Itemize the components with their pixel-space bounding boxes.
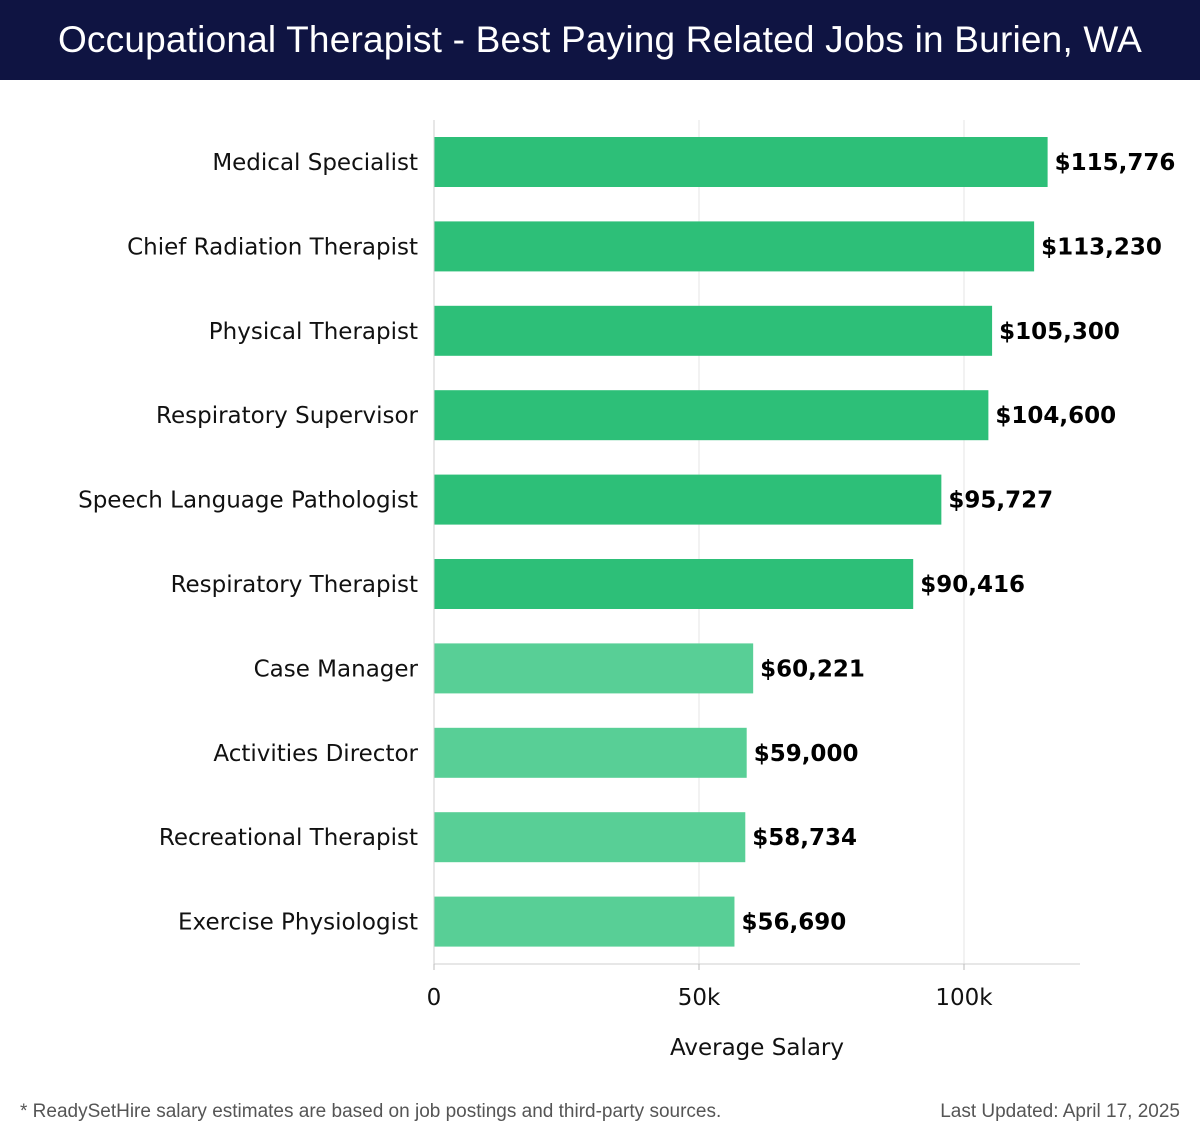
value-label-4: $95,727 [948, 488, 1053, 514]
category-label-2: Physical Therapist [209, 319, 418, 345]
x-tick-label-1: 50k [678, 985, 721, 1011]
category-label-9: Exercise Physiologist [178, 910, 418, 936]
category-label-6: Case Manager [254, 656, 419, 682]
bar-2 [434, 305, 993, 356]
category-label-3: Respiratory Supervisor [156, 403, 419, 429]
category-label-4: Speech Language Pathologist [78, 488, 418, 514]
bar-3 [434, 390, 989, 441]
category-label-1: Chief Radiation Therapist [127, 234, 418, 260]
value-label-9: $56,690 [741, 910, 846, 936]
value-label-8: $58,734 [752, 825, 857, 851]
salary-bar-chart: Medical Specialist $115,776 Chief Radiatio… [78, 120, 1176, 1061]
bar-5 [434, 559, 914, 609]
footnote: * ReadySetHire salary estimates are base… [20, 1101, 722, 1122]
category-label-0: Medical Specialist [212, 150, 418, 176]
value-label-6: $60,221 [760, 656, 865, 682]
x-tick-label-2: 100k [935, 985, 993, 1011]
chart-title: Occupational Therapist - Best Paying Rel… [57, 19, 1143, 60]
bar-7 [434, 727, 747, 778]
bar-1 [434, 221, 1035, 272]
value-label-2: $105,300 [999, 319, 1120, 345]
category-label-7: Activities Director [213, 741, 418, 767]
x-tick-label-0: 0 [427, 985, 442, 1011]
bar-6 [434, 643, 754, 694]
value-label-7: $59,000 [754, 741, 859, 767]
category-label-5: Respiratory Therapist [171, 572, 418, 598]
category-label-8: Recreational Therapist [159, 825, 418, 851]
bar-9 [434, 896, 735, 947]
bar-8 [434, 812, 746, 863]
bar-4 [434, 474, 942, 525]
value-label-0: $115,776 [1055, 150, 1176, 176]
bar-0 [434, 137, 1048, 187]
x-axis-title: Average Salary [670, 1035, 844, 1061]
value-label-3: $104,600 [995, 403, 1116, 429]
value-label-5: $90,416 [920, 572, 1025, 598]
last-updated: Last Updated: April 17, 2025 [940, 1101, 1180, 1122]
value-label-1: $113,230 [1041, 234, 1162, 260]
chart-header: Occupational Therapist - Best Paying Rel… [0, 0, 1200, 80]
